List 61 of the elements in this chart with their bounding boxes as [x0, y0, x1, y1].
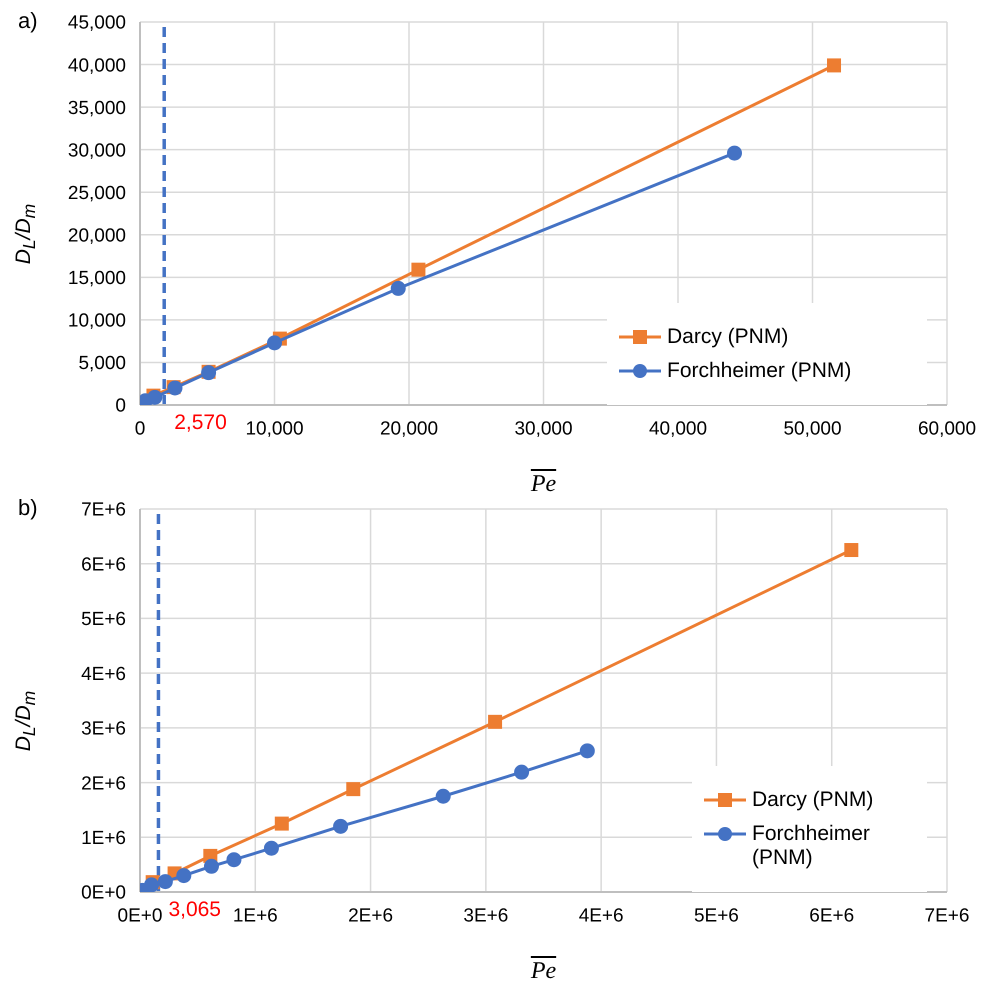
x-tick-label: 5E+6	[694, 905, 739, 926]
x-tick-label: 6E+6	[809, 905, 854, 926]
x-tick-label: 3E+6	[463, 905, 508, 926]
point	[411, 262, 426, 277]
text: 3,065	[168, 898, 222, 921]
point	[274, 816, 289, 831]
y-tick-label: 3E+6	[81, 718, 126, 740]
x-tick-label: 60,000	[918, 418, 976, 440]
point	[158, 874, 173, 890]
x-tick-label: 7E+6	[924, 905, 970, 926]
chart-title: b)	[18, 495, 38, 521]
x-tick-label: 0	[134, 418, 146, 440]
x-tick-label: 30,000	[514, 418, 573, 440]
point	[726, 146, 742, 161]
y-tick-label: 5,000	[78, 353, 126, 374]
y-tick-label: 2E+6	[81, 773, 126, 794]
text: 2,570	[174, 411, 227, 434]
point	[844, 543, 858, 558]
y-tick-label: 40,000	[68, 55, 126, 76]
point	[267, 335, 282, 350]
y-tick-label: 4E+6	[81, 664, 126, 685]
point	[333, 818, 348, 834]
x-tick-label: 20,000	[380, 418, 438, 440]
y-tick-label: 35,000	[68, 98, 126, 119]
x-tick-label: 4E+6	[578, 905, 624, 926]
x-axis-title: Pe	[530, 471, 556, 498]
point	[514, 764, 530, 780]
point	[488, 714, 502, 729]
point	[390, 280, 406, 296]
y-tick-label: 0	[115, 396, 126, 417]
y-tick-label: 10,000	[68, 310, 126, 332]
point	[176, 868, 192, 884]
y-tick-label: 7E+6	[81, 500, 126, 521]
x-tick-label: 2E+6	[348, 905, 394, 926]
point	[436, 788, 451, 804]
point	[827, 58, 842, 72]
x-axis-title: Pe	[530, 958, 556, 985]
y-tick-label: 20,000	[68, 226, 126, 247]
point	[226, 852, 242, 868]
x-tick-label: 50,000	[783, 418, 842, 440]
y-tick-label: 15,000	[68, 268, 126, 290]
legend-label: Forchheimer (PNM)	[667, 359, 852, 383]
y-tick-label: 30,000	[68, 140, 126, 162]
y-tick-label: 5E+6	[81, 609, 126, 630]
x-tick-label: 0E+0	[118, 905, 162, 926]
legend-label: Forchheimer (PNM)	[752, 822, 871, 870]
y-tick-label: 0E+0	[81, 882, 126, 904]
x-tick-label: 40,000	[648, 418, 708, 440]
y-tick-label: 45,000	[68, 12, 126, 34]
point	[580, 743, 595, 758]
point	[204, 858, 219, 874]
x-tick-label: 1E+6	[232, 905, 278, 926]
legend-label: Darcy (PNM)	[752, 788, 874, 812]
x-tick-label: 10,000	[245, 418, 304, 440]
point	[346, 782, 360, 796]
y-tick-label: 25,000	[68, 182, 126, 204]
chart-title: a)	[18, 8, 38, 34]
legend-label: Darcy (PNM)	[667, 325, 788, 349]
point	[264, 840, 279, 856]
y-tick-label: 6E+6	[81, 554, 126, 576]
y-tick-label: 1E+6	[81, 828, 126, 850]
